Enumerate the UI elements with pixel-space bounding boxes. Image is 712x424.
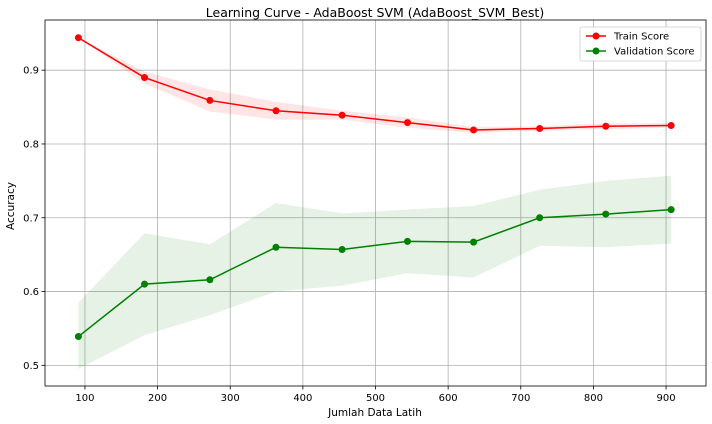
train-score-point <box>536 124 544 132</box>
train-score-point <box>338 111 346 119</box>
x-tick-label: 400 <box>293 393 312 404</box>
x-tick-label: 500 <box>366 393 385 404</box>
train-score-point <box>667 122 675 130</box>
validation-score-point <box>602 210 610 218</box>
y-tick-label: 0.6 <box>23 287 39 298</box>
legend-box <box>579 26 702 62</box>
chart-title: Learning Curve - AdaBoost SVM (AdaBoost_… <box>206 5 544 20</box>
y-tick-label: 0.8 <box>23 139 39 150</box>
train-score-point <box>206 96 214 104</box>
validation-score-point <box>338 245 346 253</box>
train-score-point <box>470 126 478 134</box>
x-tick-label: 700 <box>511 393 530 404</box>
validation-score-point <box>536 214 544 222</box>
validation-score-band <box>78 175 672 370</box>
x-tick-label: 600 <box>439 393 458 404</box>
legend: Train Score Validation Score <box>579 26 702 62</box>
y-tick-label: 0.5 <box>23 361 39 372</box>
train-score-point <box>141 74 149 82</box>
x-tick-label: 300 <box>221 393 240 404</box>
x-tick-label: 200 <box>148 393 167 404</box>
x-tick-label: 100 <box>75 393 94 404</box>
train-score-band <box>78 37 672 133</box>
legend-label-validation-score: Validation Score <box>614 47 695 58</box>
x-axis-label: Jumlah Data Latih <box>327 407 422 419</box>
train-score-point <box>74 34 82 42</box>
y-axis-label: Accuracy <box>5 182 17 230</box>
y-tick-label: 0.7 <box>23 213 39 224</box>
series-lines <box>74 34 675 341</box>
legend-marker-validation-score <box>592 47 600 55</box>
legend-marker-train-score <box>592 32 600 40</box>
axis-ticks: 100 200 300 400 500 600 700 800 900 0.5 0.6 0.7 0.8 0… <box>23 66 676 404</box>
y-tick-label: 0.9 <box>23 66 39 77</box>
train-score-line <box>78 37 672 131</box>
validation-score-point <box>667 206 675 214</box>
validation-score-point <box>141 280 149 288</box>
legend-label-train-score: Train Score <box>613 32 669 43</box>
validation-score-point <box>272 243 280 251</box>
confidence-bands <box>78 37 672 370</box>
train-score-point <box>602 122 610 130</box>
x-tick-label: 900 <box>657 393 676 404</box>
train-score-point <box>403 119 411 127</box>
x-tick-label: 800 <box>584 393 603 404</box>
grid <box>45 20 706 386</box>
train-score-point <box>272 107 280 115</box>
validation-score-point <box>470 238 478 246</box>
validation-score-point <box>74 333 82 341</box>
validation-score-point <box>206 276 214 284</box>
validation-score-line <box>77 208 672 338</box>
validation-score-point <box>403 237 411 245</box>
